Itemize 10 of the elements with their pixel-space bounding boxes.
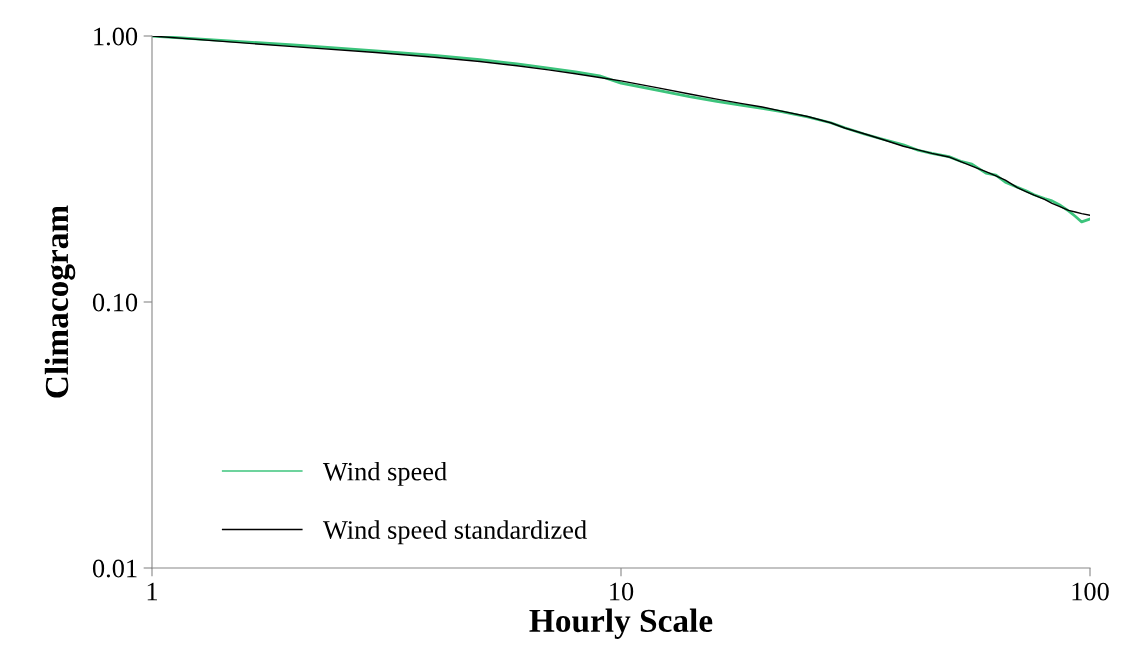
y-axis-title: Climacogram <box>44 205 76 398</box>
y-tick-label: 1.00 <box>94 27 138 46</box>
x-axis-title: Hourly Scale <box>529 608 713 639</box>
x-tick-label: 1 <box>147 582 158 601</box>
y-tick-label: 0.10 <box>92 293 138 312</box>
y-tick-label: 0.01 <box>92 559 137 578</box>
legend-label: Wind speed <box>322 461 447 486</box>
x-tick-label: 10 <box>610 582 634 601</box>
legend-label: Wind speed standardized <box>322 520 587 545</box>
x-tick-label: 100 <box>1072 582 1109 601</box>
